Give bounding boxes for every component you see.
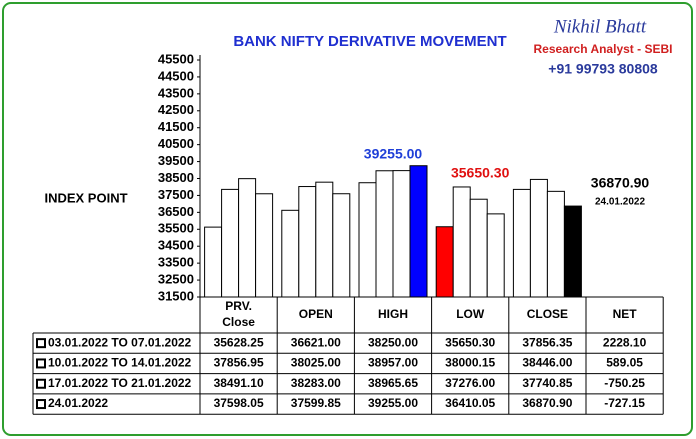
table-cell: 2228.10 — [603, 335, 647, 349]
bar — [486, 213, 505, 298]
table-cell: 38000.15 — [445, 356, 495, 370]
table-cell: 39255.00 — [368, 396, 418, 410]
bar — [358, 182, 377, 298]
y-tick-label: 41500 — [158, 119, 194, 134]
table-cell: 36410.05 — [445, 396, 495, 410]
legend-icon — [36, 399, 46, 410]
y-tick-label: 43500 — [158, 85, 194, 100]
y-tick-label: 34500 — [158, 238, 194, 253]
legend-label: 24.01.2022 — [48, 396, 108, 410]
table-cell: 37856.95 — [214, 356, 264, 370]
bar — [435, 226, 454, 298]
table-cell: 36870.90 — [522, 396, 572, 410]
y-tick-label: 33500 — [158, 255, 194, 270]
author: Nikhil Bhatt — [553, 16, 647, 37]
y-tick-label: 38500 — [158, 170, 194, 185]
y-tick-label: 45500 — [158, 51, 194, 66]
y-axis-label: INDEX POINT — [44, 190, 127, 205]
table-cell: 38250.00 — [368, 335, 418, 349]
x-tick-label: LOW — [456, 307, 485, 321]
bar — [298, 186, 317, 298]
author-role: Research Analyst - SEBI — [534, 42, 673, 56]
bar — [238, 178, 257, 298]
y-tick-label: 37500 — [158, 187, 194, 202]
table-cell: 35628.25 — [214, 335, 264, 349]
bar — [469, 198, 488, 298]
table-cell: 38957.00 — [368, 356, 418, 370]
y-tick-label: 31500 — [158, 288, 194, 303]
y-tick-label: 32500 — [158, 272, 194, 287]
table-cell: 38446.00 — [522, 356, 572, 370]
bar — [546, 190, 565, 298]
table-cell: 38491.10 — [214, 376, 264, 390]
bar — [255, 193, 274, 298]
table-cell: 37276.00 — [445, 376, 495, 390]
bar — [409, 165, 428, 298]
x-tick-label: OPEN — [299, 307, 333, 321]
legend-label: 03.01.2022 TO 07.01.2022 — [48, 335, 192, 349]
legend-icon — [36, 338, 46, 349]
bar — [392, 170, 411, 298]
table-header: NET — [613, 307, 638, 321]
annotation: 36870.90 — [591, 175, 650, 191]
annotation: 24.01.2022 — [595, 197, 645, 208]
y-tick-label: 36500 — [158, 204, 194, 219]
y-tick-label: 44500 — [158, 68, 194, 83]
bar — [375, 170, 394, 298]
bar — [512, 188, 531, 298]
y-tick-label: 35500 — [158, 221, 194, 236]
table-cell: -727.15 — [604, 396, 645, 410]
x-tick-label: CLOSE — [527, 307, 568, 321]
y-tick-label: 42500 — [158, 102, 194, 117]
legend-label: 17.01.2022 TO 21.01.2022 — [48, 376, 192, 390]
table-cell: -750.25 — [604, 376, 645, 390]
bar — [221, 188, 240, 298]
table-cell: 35650.30 — [445, 335, 495, 349]
table-cell: 38283.00 — [291, 376, 341, 390]
bar — [281, 209, 300, 298]
table-cell: 38965.65 — [368, 376, 418, 390]
legend-icon — [36, 358, 46, 369]
legend-icon — [36, 378, 46, 389]
bar — [315, 181, 334, 298]
annotation: 35650.30 — [451, 164, 510, 180]
bar — [563, 205, 582, 298]
annotation: 39255.00 — [364, 145, 423, 161]
y-tick-label: 39500 — [158, 153, 194, 168]
table-cell: 589.05 — [606, 356, 643, 370]
table-cell: 37856.35 — [522, 335, 572, 349]
table-cell: 36621.00 — [291, 335, 341, 349]
chart-title: BANK NIFTY DERIVATIVE MOVEMENT — [233, 33, 506, 50]
legend-label: 10.01.2022 TO 14.01.2022 — [48, 356, 192, 370]
phone: +91 99793 80808 — [548, 61, 658, 77]
table-cell: 38025.00 — [291, 356, 341, 370]
bar — [529, 178, 548, 298]
bar — [452, 186, 471, 298]
y-tick-label: 40500 — [158, 136, 194, 151]
x-tick-label: PRV. Close — [222, 299, 255, 329]
bar — [204, 226, 223, 298]
table-cell: 37740.85 — [522, 376, 572, 390]
x-tick-label: HIGH — [378, 307, 408, 321]
x-tick-label-line: Close — [222, 315, 255, 329]
table-cell: 37599.85 — [291, 396, 341, 410]
bar — [332, 193, 351, 298]
x-tick-label-line: PRV. — [225, 299, 252, 313]
table-cell: 37598.05 — [214, 396, 264, 410]
